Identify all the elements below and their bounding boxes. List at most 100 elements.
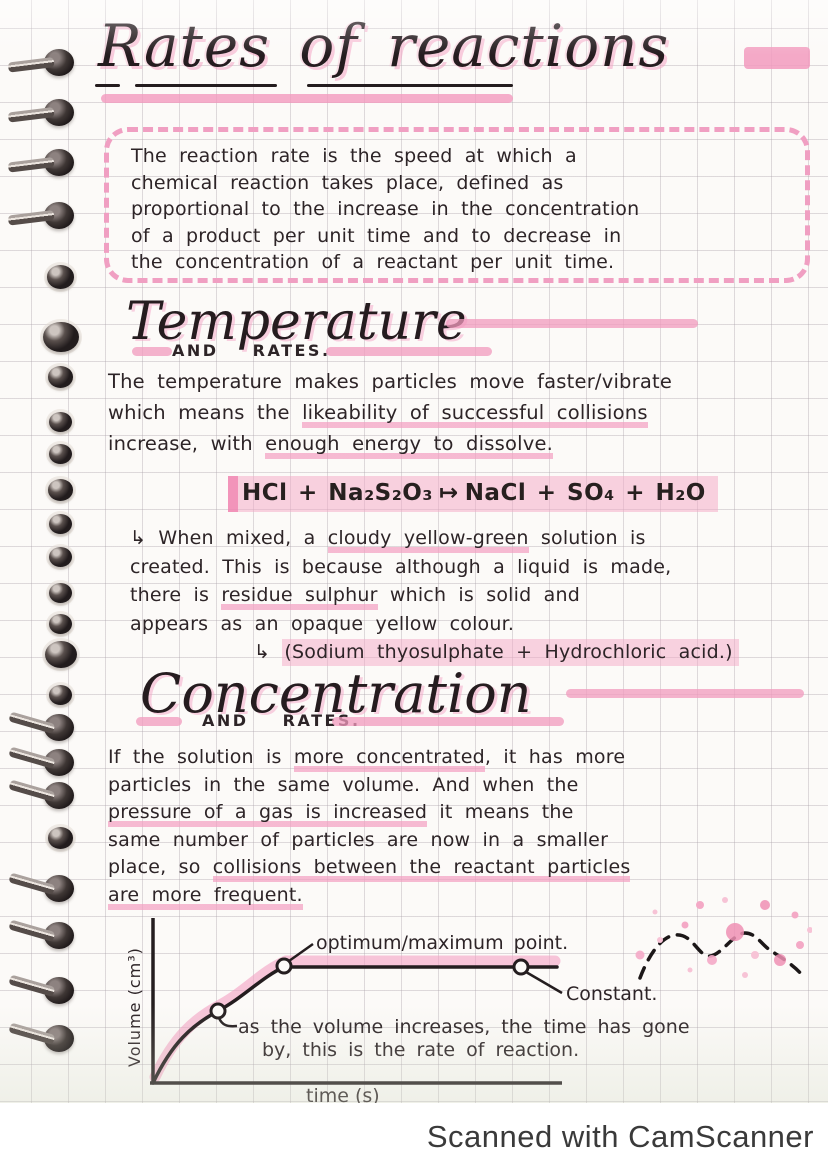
leader-optimum — [288, 942, 314, 963]
highlight-bar — [566, 689, 804, 698]
subheading-temperature: AND RATES. — [172, 341, 331, 360]
leader-rate — [217, 1017, 238, 1028]
note-line: appears as an opaque yellow colour. — [130, 610, 739, 639]
binding-hole — [49, 685, 73, 705]
handwritten-text: place, so — [108, 856, 213, 878]
x-axis-label: time (s) — [306, 1085, 380, 1107]
point-constant — [512, 958, 530, 976]
binding-ring — [44, 99, 74, 126]
handwritten-text: ↳ When mixed, a — [130, 527, 328, 549]
point-rising — [209, 1002, 227, 1020]
binding-hole — [49, 614, 73, 634]
handwritten-text: there is — [130, 584, 222, 606]
binding-ring — [44, 202, 74, 229]
definition-box: The reaction rate is the speed at which … — [104, 127, 810, 283]
scanner-watermark-strip: Scanned with CamScanner — [0, 1103, 828, 1171]
underlined-text: collisions between the reactant particle… — [212, 856, 631, 882]
equation-reactants: HCl + Na₂S₂O₃ — [242, 480, 433, 506]
point-optimum — [275, 957, 293, 975]
binding-ring — [44, 1025, 74, 1052]
binding-hole — [49, 583, 73, 603]
handwritten-text: the concentration of a reactant per unit… — [131, 251, 615, 273]
handwritten-text: same number of particles are now in a sm… — [108, 828, 609, 851]
annotation-constant: Constant. — [566, 983, 657, 1005]
binding-ring — [44, 875, 74, 902]
handwritten-text: If the solution is — [108, 746, 294, 768]
note-line: The reaction rate is the speed at which … — [131, 143, 805, 170]
section-heading-temperature: Temperature — [126, 292, 467, 352]
temperature-paragraph: The temperature makes particles move fas… — [108, 366, 672, 459]
title-highlight-bar — [101, 94, 513, 103]
title-underline — [95, 84, 120, 87]
underlined-text: are more frequent. — [108, 883, 303, 910]
handwritten-text: ↳ — [254, 641, 283, 663]
note-line: particles in the same volume. And when t… — [108, 772, 630, 800]
binding-hole — [48, 479, 74, 501]
underlined-text: pressure of a gas is increased — [108, 801, 428, 827]
handwritten-text: increase, with — [108, 432, 266, 455]
annotation-rate-2: by, this is the rate of reaction. — [262, 1039, 579, 1061]
binding-hole — [47, 265, 75, 289]
doodle-dashed-line — [638, 931, 804, 980]
handwritten-text: particles in the same volume. And when t… — [108, 773, 579, 796]
page-title: Rates of reactions — [98, 12, 670, 80]
binding-ring — [44, 782, 74, 809]
binding-ring — [44, 749, 74, 776]
note-line: same number of particles are now in a sm… — [108, 827, 630, 855]
binding-hole — [49, 547, 73, 567]
binding-hole — [43, 321, 79, 353]
leader-constant — [525, 970, 563, 995]
note-line: created. This is because although a liqu… — [130, 553, 739, 582]
chemical-equation: HCl + Na₂S₂O₃ ↦ NaCl + SO₄ + H₂O — [228, 476, 718, 512]
handwritten-text: appears as an opaque yellow colour. — [130, 612, 515, 635]
handwritten-text: created. This is because although a liqu… — [130, 555, 672, 578]
subheading-concentration: AND RATES. — [202, 711, 361, 730]
underlined-text: residue sulphur — [221, 584, 378, 610]
note-line: ↳ (Sodium thyosulphate + Hydrochloric ac… — [130, 638, 739, 667]
highlighted-text: (Sodium thyosulphate + Hydrochloric acid… — [282, 639, 739, 666]
underlined-text: more concentrated — [293, 746, 485, 772]
y-axis-label: Volume (cm³) — [125, 947, 144, 1067]
binding-ring — [44, 977, 74, 1004]
binding-ring — [44, 922, 74, 949]
handwritten-text: which is solid and — [377, 584, 580, 606]
handwritten-text: proportional to the increase in the conc… — [131, 198, 640, 220]
highlight-bar — [136, 717, 182, 726]
handwritten-text: The temperature makes particles move fas… — [108, 370, 673, 393]
binding-hole — [49, 412, 73, 432]
handwritten-text: The reaction rate is the speed at which … — [131, 145, 577, 167]
handwritten-text: which means the — [108, 401, 303, 424]
grid-paper: Rates of reactions The reaction rate is … — [0, 0, 828, 1103]
binding-hole — [48, 366, 74, 388]
corner-highlight-bar — [744, 47, 810, 69]
binding-hole — [45, 640, 77, 668]
note-line: The temperature makes particles move fas… — [108, 366, 672, 397]
rate-graph: optimum/maximum point. Constant. as the … — [100, 895, 813, 1111]
handwritten-text: solution is — [528, 527, 646, 549]
watermark-text: Scanned with CamScanner — [426, 1119, 814, 1154]
highlight-bar — [446, 319, 698, 328]
binding-ring — [44, 714, 74, 741]
binding-hole — [49, 444, 73, 464]
handwritten-text: it means the — [427, 801, 574, 823]
note-line: proportional to the increase in the conc… — [131, 196, 805, 223]
note-line: which means the likeability of successfu… — [108, 397, 672, 428]
note-line: are more frequent. — [108, 882, 630, 910]
highlight-bar — [132, 347, 172, 356]
binding-hole — [48, 827, 74, 849]
binding-ring — [44, 149, 74, 176]
note-line: of a product per unit time and to decrea… — [131, 223, 805, 250]
reaction-arrow: ↦ — [438, 480, 459, 506]
handwritten-text: of a product per unit time and to decrea… — [131, 224, 622, 247]
note-line: place, so collisions between the reactan… — [108, 854, 631, 882]
binding-hole — [49, 514, 73, 534]
note-line: increase, with enough energy to dissolve… — [108, 428, 672, 459]
note-line: the concentration of a reactant per unit… — [131, 249, 805, 276]
definition-text: The reaction rate is the speed at which … — [131, 143, 805, 276]
underlined-text: enough energy to dissolve. — [265, 432, 554, 459]
annotation-rate-1: as the volume increases, the time has go… — [238, 1016, 690, 1038]
title-underline — [135, 84, 277, 87]
note-line: there is residue sulphur which is solid … — [130, 581, 739, 610]
underlined-text: cloudy yellow-green — [327, 527, 529, 553]
